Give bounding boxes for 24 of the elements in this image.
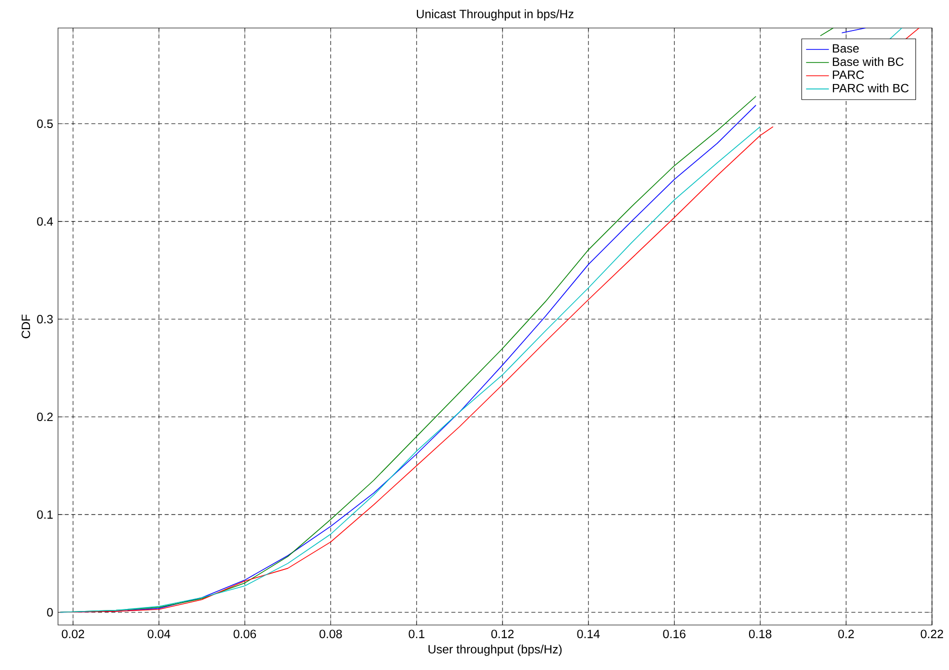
- x-tick-label: 0.06: [234, 630, 256, 638]
- y-tick-label: 0.3: [37, 314, 53, 324]
- legend-label: PARC: [832, 70, 864, 80]
- x-tick-label: 0.18: [748, 630, 772, 638]
- y-tick-label: 0.2: [37, 412, 53, 422]
- x-tick-label: 0.22: [920, 630, 944, 638]
- legend-label: PARC with BC: [832, 84, 909, 92]
- x-tick-label: 0.02: [62, 630, 84, 638]
- x-tick-label: 0.14: [577, 630, 600, 638]
- x-tick-label: 0.08: [320, 630, 342, 638]
- x-tick-label: 0.04: [148, 630, 170, 638]
- y-tick-label: 0.1: [37, 510, 53, 519]
- legend-label: Base: [832, 44, 859, 53]
- x-tick-label: 0.12: [491, 630, 514, 638]
- y-tick-label: 0: [47, 608, 53, 617]
- y-tick-label: 0.4: [37, 217, 53, 226]
- x-tick-label: 0.1: [408, 630, 424, 638]
- y-tick-label: 0.5: [37, 119, 53, 128]
- y-axis-title: CDF: [22, 314, 30, 338]
- chart-title: Unicast Throughput in bps/Hz: [416, 9, 574, 21]
- x-tick-label: 0.16: [663, 630, 686, 638]
- legend-label: Base with BC: [832, 57, 904, 66]
- x-tick-label: 0.2: [838, 630, 854, 638]
- x-axis-title: User throughput (bps/Hz): [428, 644, 562, 656]
